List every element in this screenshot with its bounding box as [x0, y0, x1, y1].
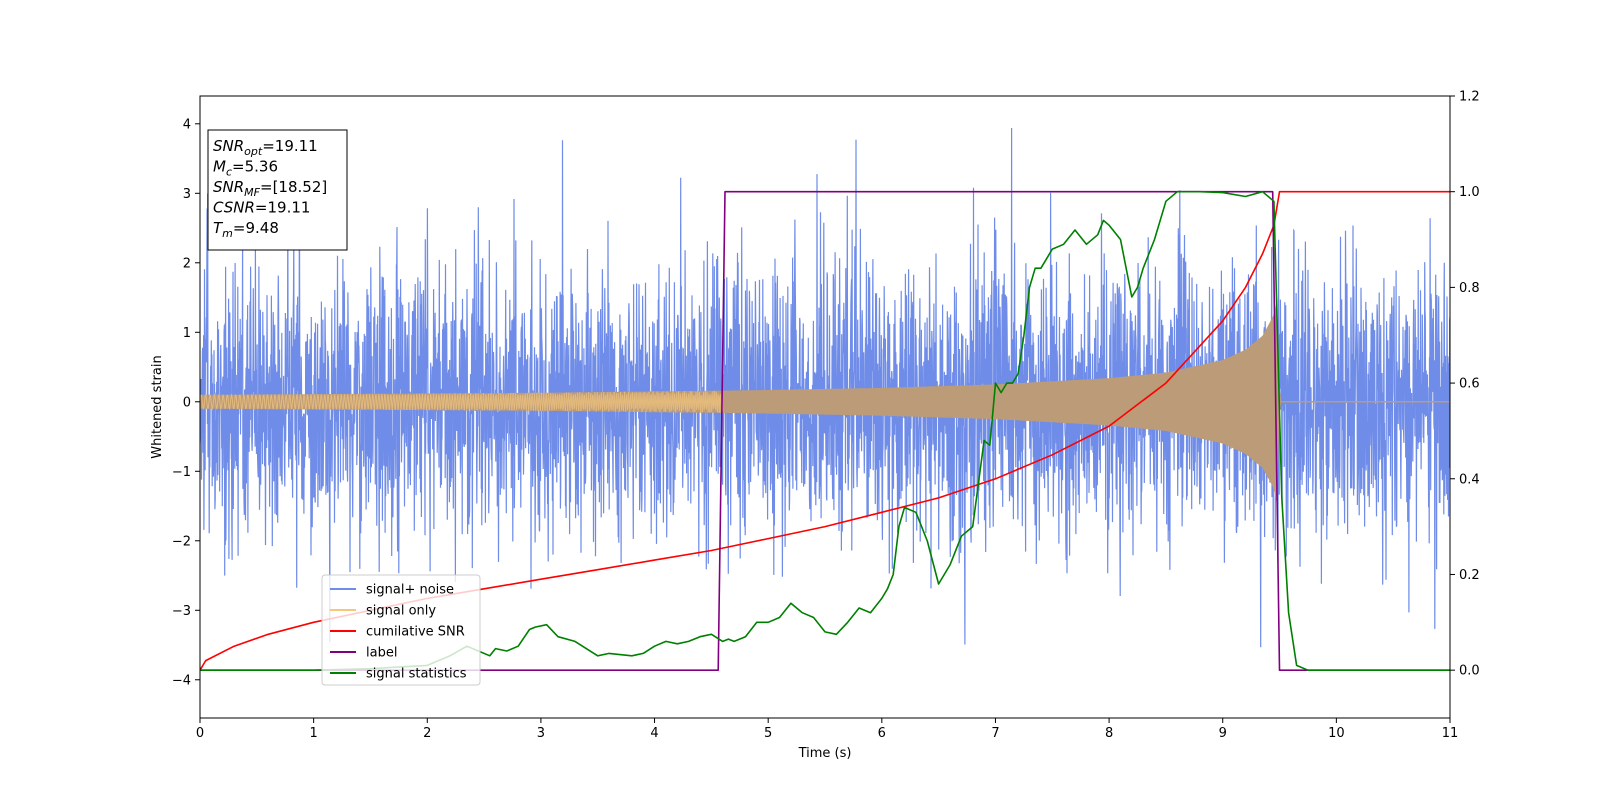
annotation-line: SNRMF=[18.52] — [213, 178, 327, 199]
legend-frame — [321, 574, 481, 686]
legend-label: signal statistics — [366, 667, 467, 682]
x-tick-label: 4 — [650, 726, 658, 741]
x-tick-label: 1 — [309, 726, 317, 741]
stats-annotation-box: SNRopt=19.11Mc=5.36SNRMF=[18.52]CSNR=19.… — [207, 129, 348, 251]
y2-tick-label: 0.4 — [1459, 472, 1480, 487]
x-tick-label: 6 — [878, 726, 886, 741]
signal-only-line — [200, 390, 724, 413]
signal-statistics-line — [200, 190, 1450, 671]
x-tick-label: 7 — [991, 726, 999, 741]
x-tick-label: 2 — [423, 726, 431, 741]
legend-label: label — [366, 646, 397, 661]
legend: signal+ noise signal only cumilative SNR la… — [321, 574, 481, 686]
x-tick-label: 10 — [1328, 726, 1345, 741]
x-tick-label: 8 — [1105, 726, 1113, 741]
legend-label: signal only — [366, 604, 436, 619]
series-signal-only — [200, 298, 1450, 506]
annotation-line: SNRopt=19.11 — [213, 137, 318, 158]
y-tick-label: 2 — [183, 256, 191, 271]
annotation-line: Mc=5.36 — [213, 158, 278, 179]
plot-frame — [199, 95, 1451, 719]
y-tick-label: 0 — [183, 395, 191, 410]
y2-tick-label: 1.0 — [1459, 185, 1480, 200]
y-axis-label: Whitened strain — [150, 355, 165, 458]
legend-label: signal+ noise — [366, 583, 454, 598]
series-signal-statistics — [200, 190, 1450, 671]
annotation-line: Tm=9.48 — [213, 219, 279, 240]
x-tick-label: 11 — [1442, 726, 1459, 741]
x-tick-label: 5 — [764, 726, 772, 741]
y-tick-label: 3 — [183, 187, 191, 202]
y-tick-label: 4 — [183, 117, 191, 132]
y-tick-label: 1 — [183, 326, 191, 341]
annotation-line: CSNR=19.11 — [213, 199, 310, 217]
annotation-frame — [207, 129, 348, 251]
x-tick-label: 3 — [537, 726, 545, 741]
x-tick-label: 0 — [196, 726, 204, 741]
legend-label: cumilative SNR — [366, 625, 465, 640]
signal-only-envelope — [200, 298, 1450, 506]
y2-tick-label: 1.2 — [1459, 90, 1480, 105]
y2-tick-label: 0.0 — [1459, 664, 1480, 679]
x-tick-label: 9 — [1219, 726, 1227, 741]
y2-tick-label: 0.2 — [1459, 568, 1480, 583]
y-tick-label: −1 — [172, 465, 191, 480]
y-tick-label: −2 — [172, 534, 191, 549]
y-tick-label: −4 — [172, 673, 191, 688]
y2-tick-label: 0.6 — [1459, 377, 1480, 392]
y-tick-label: −3 — [172, 604, 191, 619]
y2-tick-label: 0.8 — [1459, 281, 1480, 296]
x-axis-label: Time (s) — [798, 746, 852, 761]
axes: 0 1 2 3 4 5 6 7 8 9 10 11 −4 −3 −2 −1 0 1 2 3 4 0.0 0.2 0.4 0.6 0… — [172, 90, 1480, 742]
